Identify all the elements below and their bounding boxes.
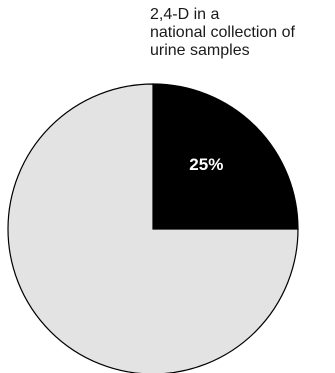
pie-slice-2 [7,83,299,373]
pie-slice-1 [152,83,299,230]
chart-title-line-2: national collection of [150,24,295,41]
pie-slice-1-label: 25% [189,155,223,174]
chart-title-line-3: urine samples [150,42,250,59]
chart-title-line-1: 2,4-D in a [150,6,220,23]
chart-title: 2,4-D in a national collection of urine … [150,6,332,60]
